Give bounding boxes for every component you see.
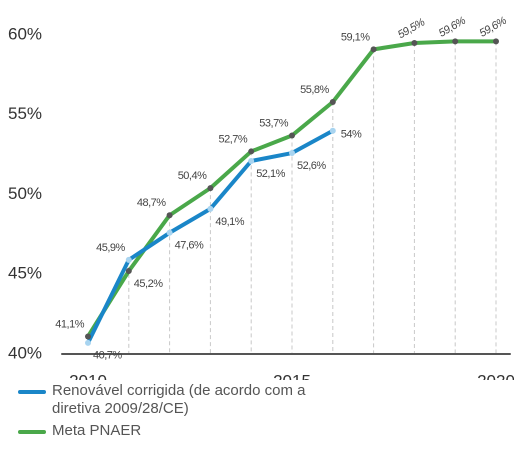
data-label: 59,6% [437,15,468,40]
point [166,229,173,236]
point [248,148,255,155]
data-label: 49,1% [215,216,244,228]
point [166,212,173,219]
point [207,205,214,212]
legend-label: Meta PNAER [52,422,142,439]
data-label: 40,7% [93,350,122,362]
data-label: 48,7% [137,197,166,209]
data-label: 52,7% [218,133,247,145]
point [329,98,336,105]
point [452,38,459,45]
y-tick-label: 60% [8,24,42,43]
y-tick-label: 55% [8,104,42,123]
data-label: 53,7% [259,117,288,129]
data-label: 47,6% [175,240,204,252]
x-tick-label: 2010 [69,371,107,380]
point [248,158,255,165]
y-tick-label: 45% [8,264,42,283]
data-label: 50,4% [178,170,207,182]
data-label: 55,8% [300,84,329,96]
legend-item: Renovável corrigida (de acordo com a dir… [18,382,318,418]
data-label: 59,5% [396,16,427,41]
y-tick-label: 50% [8,184,42,203]
point [289,150,295,157]
data-label: 59,1% [341,31,370,43]
point [329,127,336,134]
legend-item: Meta PNAER [18,422,318,440]
point [493,38,499,45]
legend: Renovável corrigida (de acordo com a dir… [18,382,318,444]
x-tick-label: 2015 [273,371,311,380]
x-tick-label: 2020 [477,371,514,380]
y-tick-label: 40% [8,343,42,362]
data-label: 45,9% [96,242,125,254]
point [207,185,214,192]
point [125,268,132,275]
legend-swatch [18,390,46,394]
legend-swatch [18,430,46,434]
point [85,333,91,340]
point [411,39,418,46]
chart: 40% 45% 50% 55% 60% 2010 2015 2020 41,1% 45,2% 48,… [8,15,514,380]
legend-label: Renovável corrigida (de acordo com a dir… [52,382,306,417]
data-label: 41,1% [55,318,84,330]
point [85,339,91,346]
data-label: 45,2% [134,278,163,290]
data-label: 52,6% [297,160,326,172]
point [370,46,377,53]
data-label: 59,6% [478,15,509,40]
point [125,256,132,263]
point [289,132,295,139]
data-label: 54% [341,129,362,141]
data-label: 52,1% [256,168,285,180]
